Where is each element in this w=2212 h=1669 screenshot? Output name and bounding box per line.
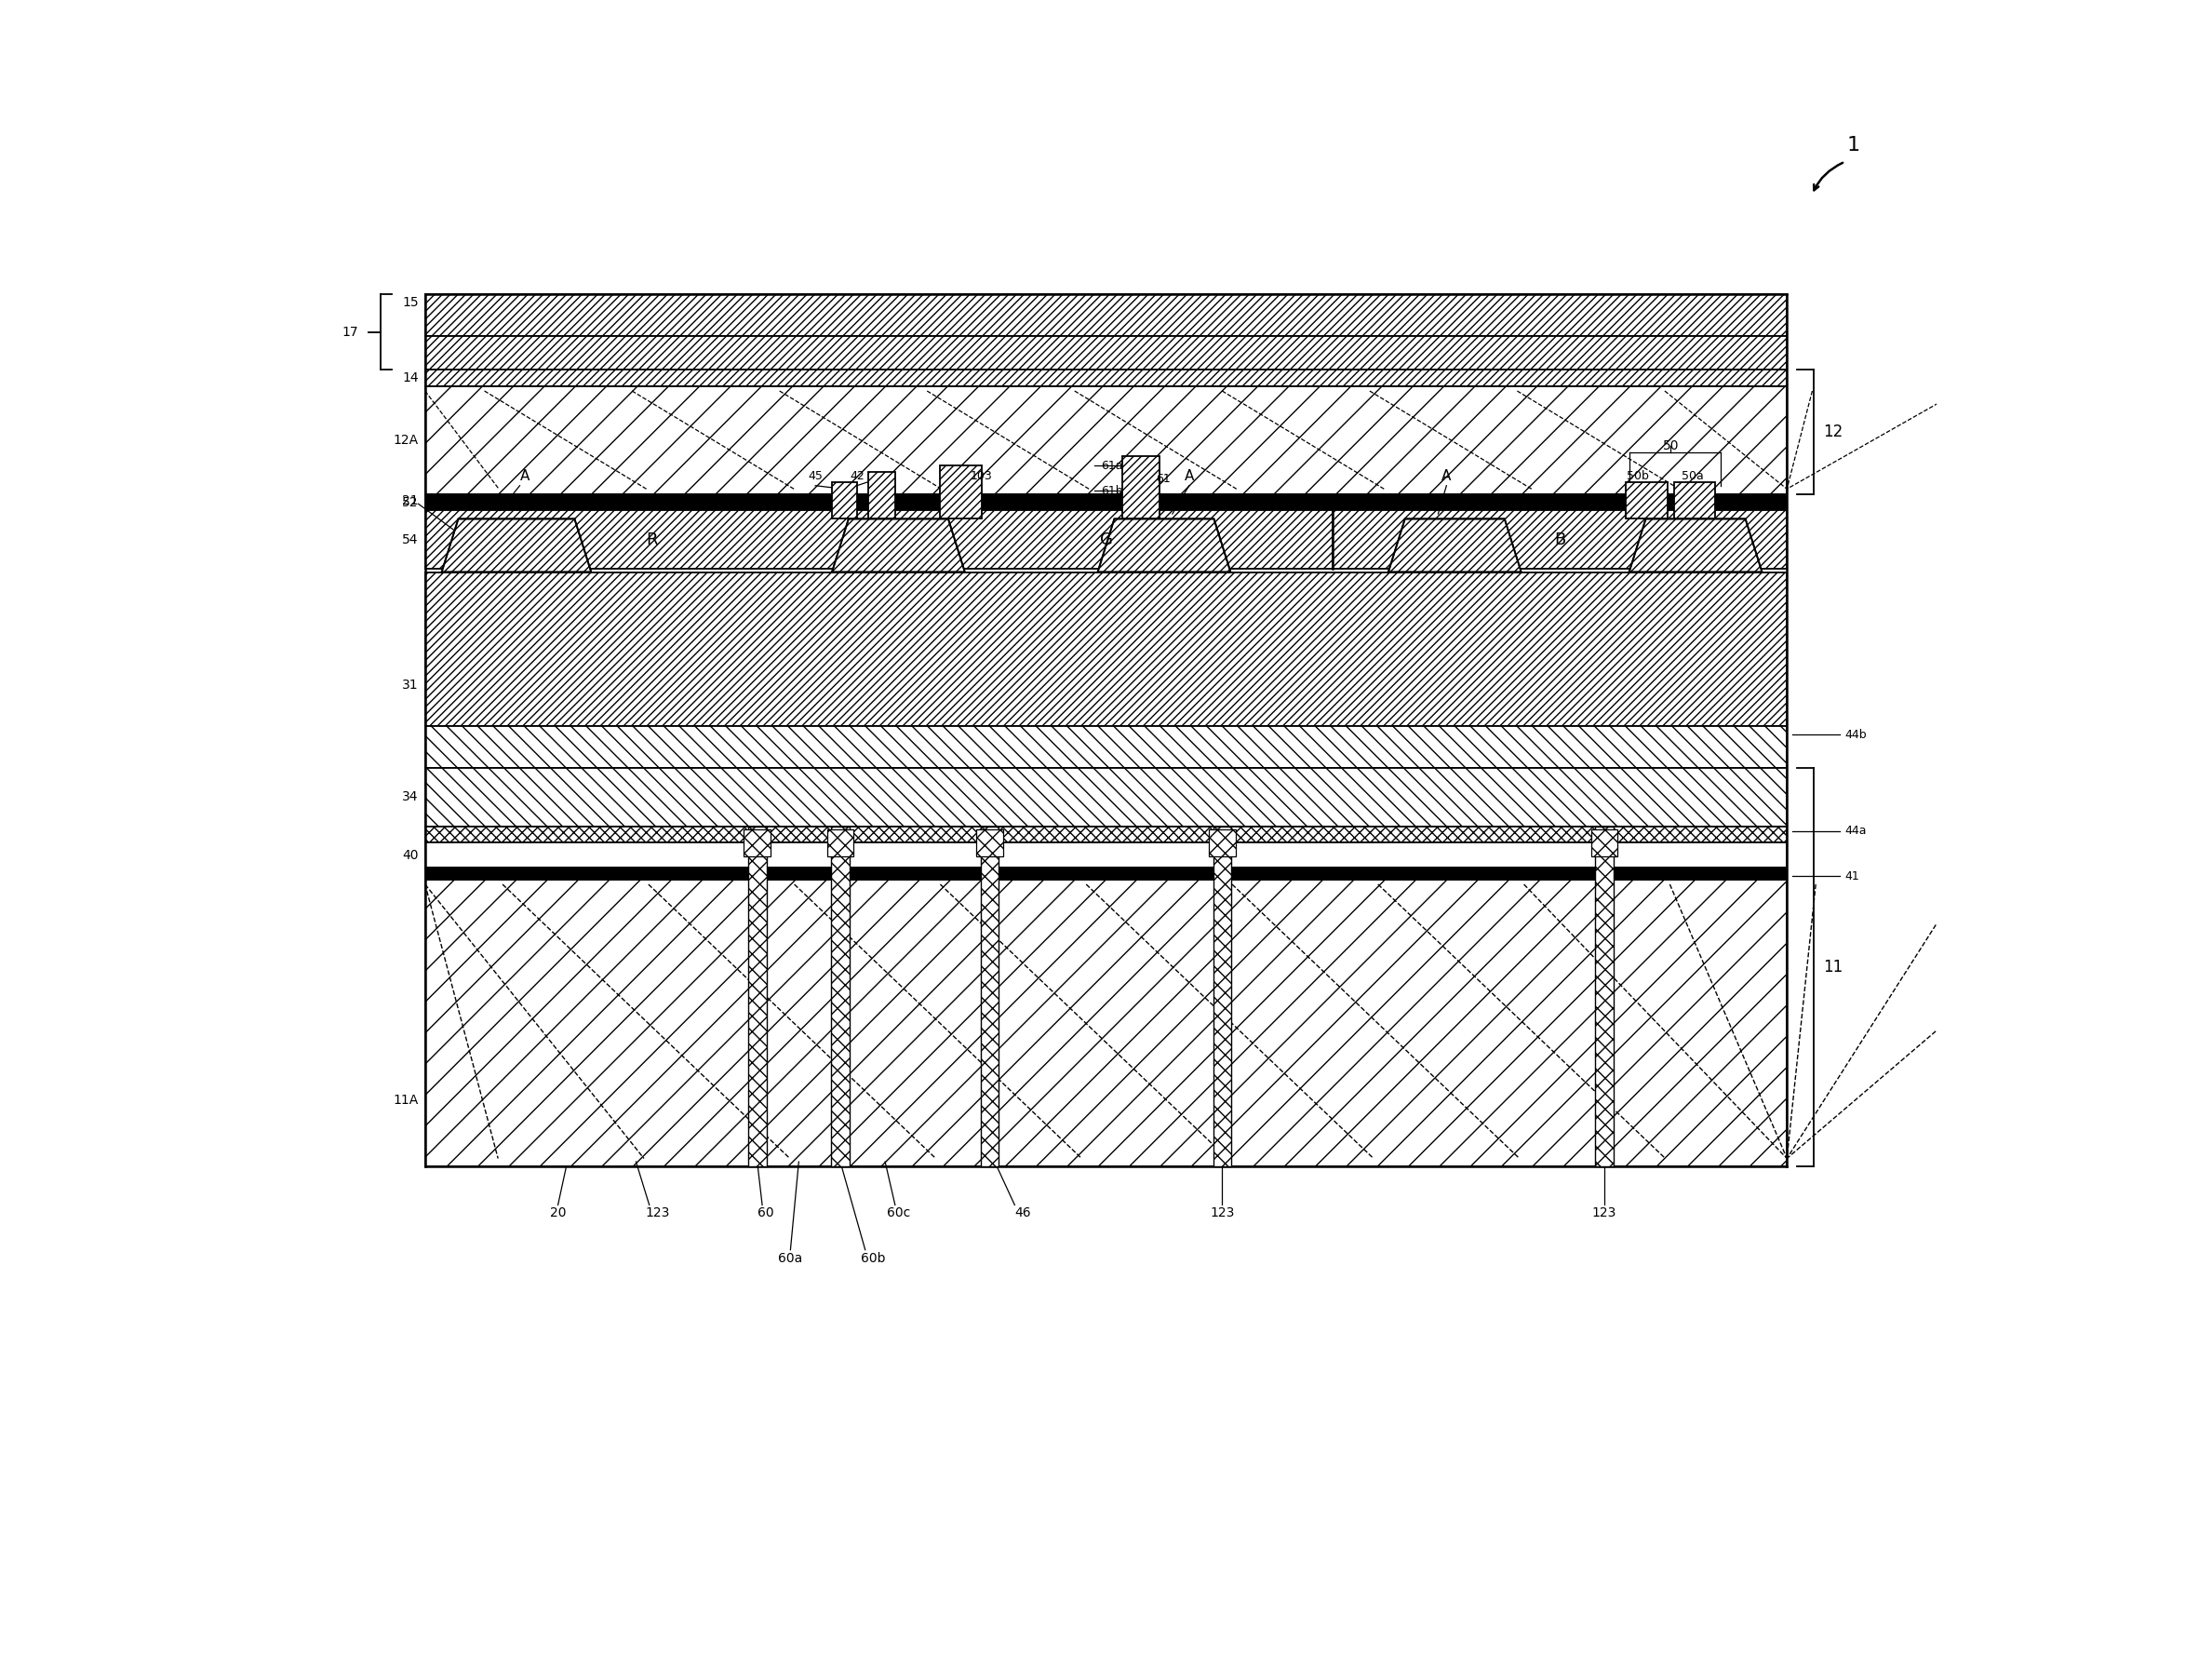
Text: 20: 20 bbox=[551, 1207, 566, 1220]
Text: 12A: 12A bbox=[394, 434, 418, 447]
Bar bbox=[1626, 482, 1668, 519]
Bar bbox=[1674, 482, 1717, 519]
Polygon shape bbox=[832, 519, 964, 572]
Text: 61: 61 bbox=[1157, 472, 1170, 486]
Bar bbox=[425, 826, 1787, 843]
Text: 60: 60 bbox=[757, 1207, 774, 1220]
Text: 60b: 60b bbox=[860, 1252, 885, 1265]
Text: 17: 17 bbox=[343, 325, 358, 339]
Bar bbox=[748, 826, 765, 1167]
Text: 123: 123 bbox=[1210, 1207, 1234, 1220]
Polygon shape bbox=[1389, 519, 1522, 572]
Bar bbox=[425, 369, 1787, 386]
Bar bbox=[1210, 829, 1237, 856]
Bar bbox=[975, 829, 1002, 856]
Bar bbox=[425, 511, 878, 569]
Text: 60c: 60c bbox=[887, 1207, 909, 1220]
Polygon shape bbox=[442, 519, 591, 572]
Bar bbox=[425, 768, 1787, 826]
Bar bbox=[425, 868, 1787, 880]
Text: 45: 45 bbox=[807, 469, 823, 482]
Bar bbox=[980, 826, 1000, 1167]
Text: A: A bbox=[1442, 469, 1451, 482]
Text: 11: 11 bbox=[1823, 960, 1843, 976]
Polygon shape bbox=[1630, 519, 1763, 572]
Bar bbox=[425, 494, 1787, 511]
Text: 50: 50 bbox=[1663, 439, 1679, 452]
Text: B: B bbox=[1555, 531, 1566, 547]
Polygon shape bbox=[1097, 519, 1230, 572]
Bar bbox=[1590, 829, 1617, 856]
Text: G: G bbox=[1099, 531, 1113, 547]
Text: 15: 15 bbox=[403, 297, 418, 309]
Text: 123: 123 bbox=[646, 1207, 670, 1220]
Text: 21: 21 bbox=[403, 494, 418, 507]
Bar bbox=[827, 829, 854, 856]
Text: 123: 123 bbox=[1593, 1207, 1617, 1220]
Text: 14: 14 bbox=[403, 371, 418, 384]
Text: 41: 41 bbox=[1845, 870, 1860, 883]
Bar bbox=[743, 829, 770, 856]
Text: A: A bbox=[520, 469, 529, 482]
Text: 46: 46 bbox=[1015, 1207, 1031, 1220]
Bar bbox=[1212, 826, 1232, 1167]
Bar bbox=[832, 826, 849, 1167]
Bar bbox=[1334, 511, 1787, 569]
Bar bbox=[940, 466, 982, 519]
Bar bbox=[425, 843, 1787, 868]
Text: 50b: 50b bbox=[1626, 469, 1648, 482]
Bar bbox=[425, 880, 1787, 1167]
Text: 52: 52 bbox=[403, 496, 418, 509]
Text: 42: 42 bbox=[849, 469, 865, 482]
Text: 54: 54 bbox=[403, 532, 418, 546]
Text: 103: 103 bbox=[971, 469, 993, 482]
Text: 44a: 44a bbox=[1845, 824, 1867, 838]
Bar bbox=[425, 726, 1787, 768]
Bar bbox=[1595, 826, 1613, 1167]
Bar bbox=[832, 482, 856, 519]
Bar bbox=[425, 335, 1787, 369]
Text: 34: 34 bbox=[403, 791, 418, 804]
Bar bbox=[425, 572, 1787, 726]
Bar bbox=[425, 386, 1787, 494]
Text: 31: 31 bbox=[403, 679, 418, 691]
Bar bbox=[878, 511, 1334, 569]
Text: A: A bbox=[1183, 469, 1194, 482]
Bar bbox=[869, 472, 896, 519]
Bar bbox=[1124, 456, 1159, 519]
Text: 12: 12 bbox=[1823, 424, 1843, 441]
Text: 44b: 44b bbox=[1845, 729, 1867, 741]
Text: 50a: 50a bbox=[1681, 469, 1703, 482]
Text: 60a: 60a bbox=[779, 1252, 803, 1265]
Text: 61a: 61a bbox=[1102, 459, 1124, 472]
Text: 1: 1 bbox=[1847, 135, 1860, 155]
Text: R: R bbox=[646, 531, 657, 547]
Text: 40: 40 bbox=[403, 850, 418, 861]
Text: 11A: 11A bbox=[394, 1093, 418, 1107]
Bar bbox=[425, 295, 1787, 335]
Text: 61b: 61b bbox=[1102, 484, 1124, 497]
